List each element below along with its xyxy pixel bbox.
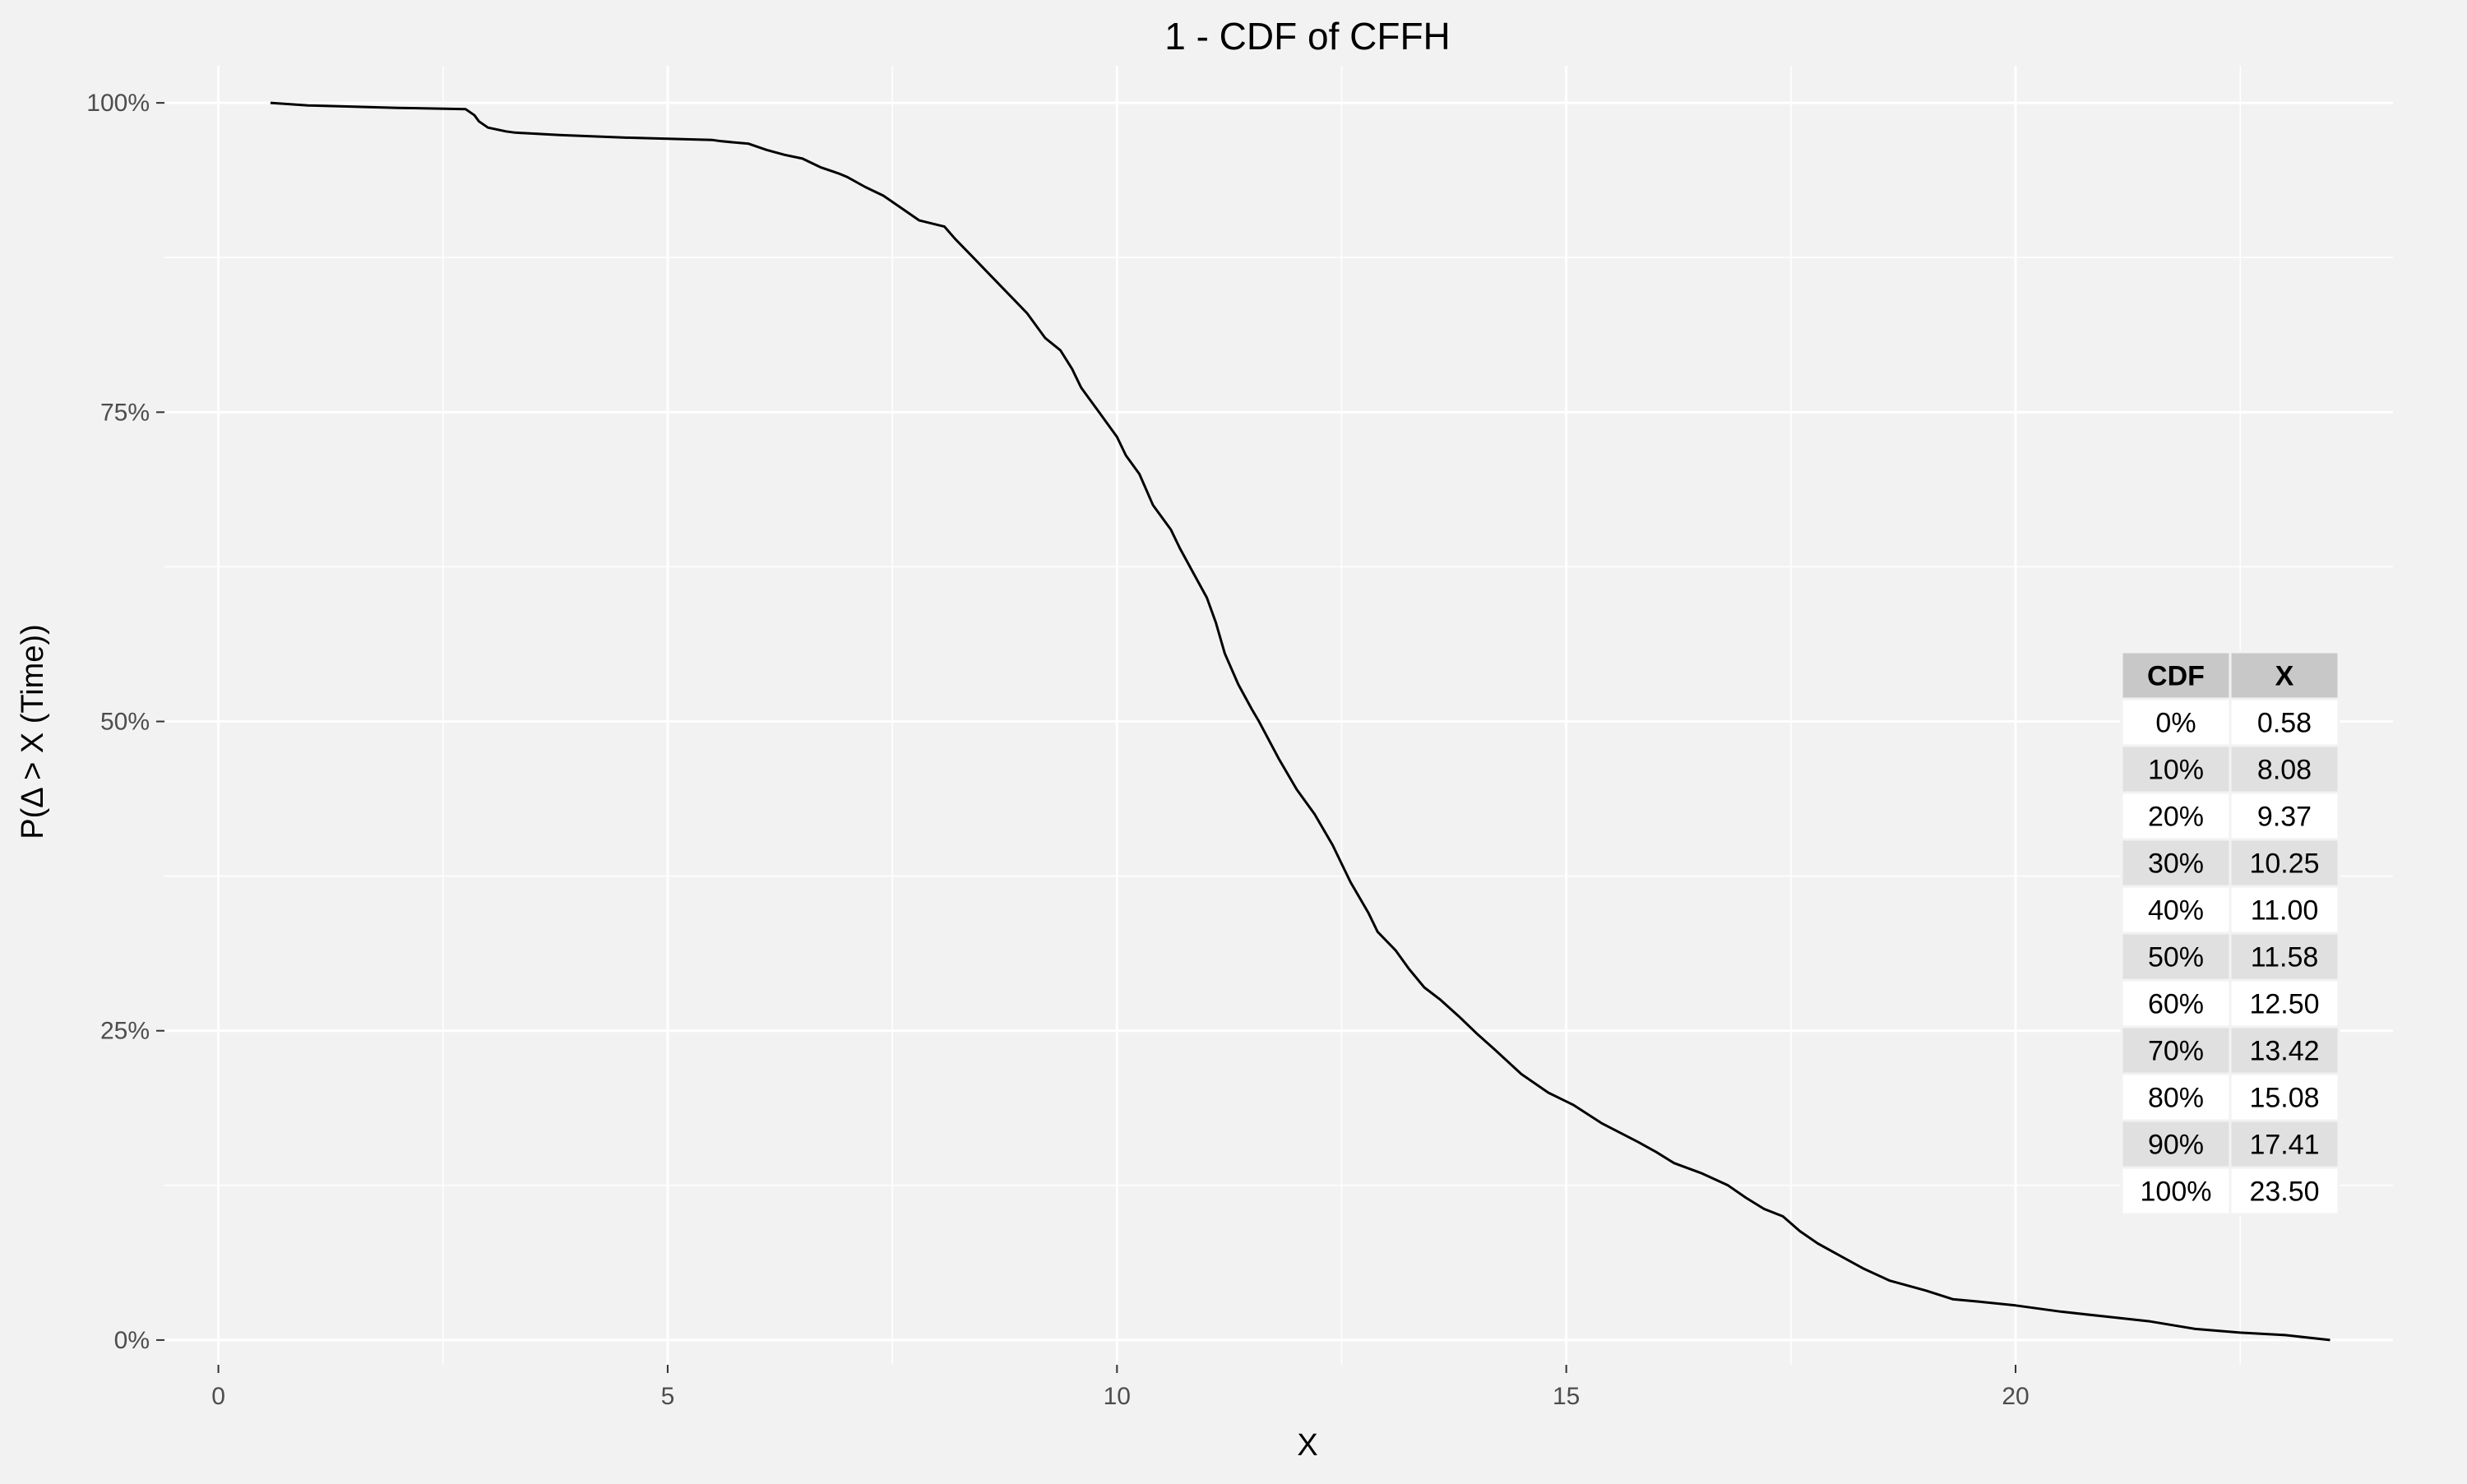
- chart-title: 1 - CDF of CFFH: [1164, 15, 1451, 58]
- table-cell: [2229, 978, 2340, 1029]
- y-tick-label: 0%: [114, 1327, 150, 1354]
- table-cdf-value: 10%: [2148, 755, 2204, 786]
- x-axis-title: X: [1297, 1428, 1317, 1463]
- table-cdf-value: 20%: [2148, 802, 2204, 833]
- table-cell: [2120, 1166, 2232, 1216]
- table-cdf-value: 70%: [2148, 1036, 2204, 1067]
- table-header-cell: [2229, 650, 2340, 700]
- table-x-value: 11.58: [2251, 942, 2319, 973]
- table-cell: [2120, 1072, 2232, 1122]
- table-cdf-value: 50%: [2148, 942, 2204, 973]
- y-tick-label: 75%: [100, 399, 150, 426]
- table-x-value: 0.58: [2257, 708, 2312, 739]
- table-cell: [2229, 1025, 2340, 1075]
- table-cell: [2120, 1025, 2232, 1075]
- y-axis-title: P(Δ > X (Time)): [16, 624, 50, 839]
- table-header-label: CDF: [2147, 661, 2205, 692]
- table-x-value: 9.37: [2257, 802, 2312, 833]
- table-header-label: X: [2275, 661, 2294, 692]
- table-x-value: 15.08: [2249, 1083, 2319, 1114]
- table-cell: [2229, 932, 2340, 982]
- table-cdf-value: 0%: [2155, 708, 2196, 739]
- table-cell: [2229, 1166, 2340, 1216]
- table-cell: [2229, 744, 2340, 794]
- cdf-line: [270, 101, 2330, 1342]
- x-tick-label: 0: [211, 1383, 225, 1410]
- table-x-value: 23.50: [2249, 1177, 2319, 1208]
- table-cdf-value: 40%: [2148, 895, 2204, 927]
- table-cdf-value: 90%: [2148, 1130, 2204, 1161]
- table-cdf-value: 60%: [2148, 989, 2204, 1020]
- y-tick-label: 50%: [100, 709, 150, 736]
- quantile-table: CDF X 0% 0.58 10% 8.08 20% 9.37 30% 10.25 40% 11.00…: [2120, 650, 2340, 1216]
- table-cell: [2120, 978, 2232, 1029]
- table-cell: [2120, 932, 2232, 982]
- table-header-cell: [2120, 650, 2232, 700]
- y-tick-label: 25%: [100, 1018, 150, 1045]
- x-tick-label: 20: [2002, 1383, 2029, 1410]
- table-cell: [2120, 1119, 2232, 1169]
- tick-layer: 0 5 10 15 20 0% 25% 50% 75% 100%: [86, 90, 2029, 1410]
- x-tick-label: 5: [661, 1383, 675, 1410]
- table-cdf-value: 80%: [2148, 1083, 2204, 1114]
- table-cell: [2229, 885, 2340, 935]
- x-tick-label: 10: [1104, 1383, 1131, 1410]
- table-x-value: 11.00: [2251, 895, 2319, 927]
- line-layer: [270, 101, 2330, 1342]
- y-tick-label: 100%: [86, 90, 150, 117]
- table-cell: [2120, 744, 2232, 794]
- table-cell: [2229, 1072, 2340, 1122]
- x-tick-label: 15: [1553, 1383, 1580, 1410]
- table-x-value: 10.25: [2249, 848, 2319, 880]
- grid-layer: [164, 66, 2393, 1365]
- table-cdf-value: 100%: [2141, 1177, 2212, 1208]
- table-x-value: 8.08: [2257, 755, 2312, 786]
- table-cell: [2120, 885, 2232, 935]
- table-x-value: 13.42: [2249, 1036, 2319, 1067]
- table-x-value: 12.50: [2249, 989, 2319, 1020]
- table-x-value: 17.41: [2249, 1130, 2319, 1161]
- table-cdf-value: 30%: [2148, 848, 2204, 880]
